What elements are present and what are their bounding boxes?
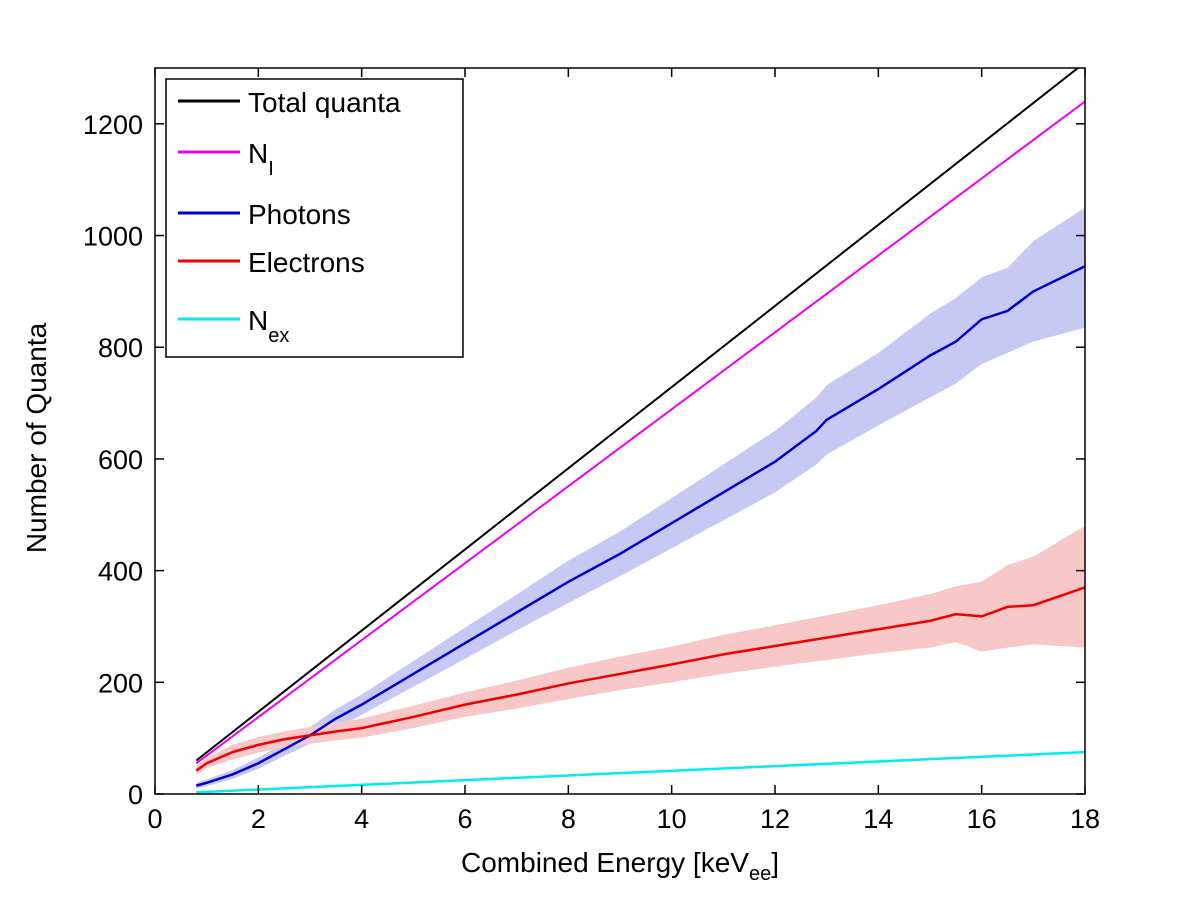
y-axis-ticks: 0 200 400 600 800 1000 1200 — [83, 110, 1085, 810]
x-tick-label: 16 — [967, 804, 997, 834]
legend-entry-3: Electrons — [178, 247, 365, 278]
x-axis-ticks: 0 2 4 6 8 10 12 14 16 18 — [147, 68, 1100, 834]
x-tick-label: 10 — [657, 804, 687, 834]
legend-entry-4: Nex — [178, 305, 289, 347]
band-3 — [196, 525, 1085, 775]
legend: Total quanta NI Photons Electrons Nex — [165, 78, 464, 358]
series-line-1 — [195, 100, 1085, 765]
x-tick-label: 2 — [251, 804, 266, 834]
x-tick-label: 18 — [1070, 804, 1100, 834]
legend-entry-0: Total quanta — [178, 87, 401, 118]
y-tick-label: 0 — [128, 780, 143, 810]
x-tick-label: 8 — [561, 804, 576, 834]
legend-label: Nex — [248, 305, 289, 347]
legend-label: Total quanta — [248, 87, 401, 118]
legend-entry-2: Photons — [178, 199, 351, 230]
x-tick-label: 0 — [147, 804, 162, 834]
plot-frame — [154, 67, 1086, 795]
legend-label: Electrons — [248, 247, 365, 278]
y-tick-label: 400 — [98, 557, 143, 587]
confidence-bands — [196, 207, 1085, 789]
x-tick-label: 6 — [457, 804, 472, 834]
series-line-0 — [195, 68, 1080, 762]
y-tick-label: 200 — [98, 668, 143, 698]
series-line-4 — [196, 750, 1085, 794]
series-lines — [195, 68, 1085, 794]
x-axis-label: Combined Energy [keVee] — [461, 847, 779, 885]
legend-box — [165, 78, 464, 358]
series-line-3 — [195, 586, 1085, 772]
legend-label: Photons — [248, 199, 351, 230]
x-tick-label: 12 — [760, 804, 790, 834]
y-axis-label: Number of Quanta — [21, 322, 52, 553]
legend-entry-1: NI — [178, 138, 274, 180]
series-line-2 — [196, 265, 1085, 787]
x-tick-label: 14 — [863, 804, 893, 834]
y-tick-label: 800 — [98, 333, 143, 363]
y-tick-label: 600 — [98, 445, 143, 475]
x-tick-label: 4 — [354, 804, 369, 834]
y-tick-label: 1000 — [83, 222, 143, 252]
y-tick-label: 1200 — [83, 110, 143, 140]
legend-label: NI — [248, 138, 274, 180]
